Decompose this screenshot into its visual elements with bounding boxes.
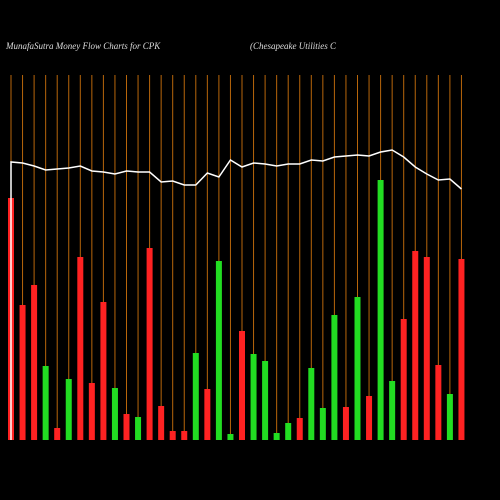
bar bbox=[181, 431, 188, 440]
bar bbox=[400, 319, 407, 440]
bar bbox=[123, 414, 130, 440]
bar bbox=[308, 368, 315, 440]
bar bbox=[412, 251, 419, 440]
bar bbox=[19, 305, 26, 440]
bar bbox=[262, 361, 269, 440]
bar bbox=[319, 408, 326, 440]
bar bbox=[458, 259, 465, 440]
bar bbox=[342, 407, 349, 440]
bar bbox=[88, 383, 95, 440]
bar bbox=[366, 396, 373, 440]
bar bbox=[354, 297, 361, 440]
bar bbox=[273, 433, 280, 440]
bar bbox=[111, 388, 118, 440]
bar bbox=[446, 394, 453, 440]
bar bbox=[65, 379, 72, 440]
bar bbox=[250, 354, 257, 440]
bar bbox=[435, 365, 442, 440]
bar bbox=[192, 353, 199, 440]
bar bbox=[135, 417, 142, 440]
bar bbox=[42, 366, 49, 440]
bar bbox=[31, 285, 38, 440]
bar bbox=[389, 381, 396, 440]
bar bbox=[204, 389, 211, 440]
bar bbox=[215, 261, 222, 440]
bar bbox=[100, 302, 107, 440]
bar bbox=[423, 257, 430, 440]
bar bbox=[377, 180, 384, 440]
bar bbox=[227, 434, 234, 440]
money-flow-line bbox=[10, 149, 462, 440]
bar bbox=[331, 315, 338, 440]
bar bbox=[169, 431, 176, 440]
chart-title: MunafaSutra Money Flow Charts for CPK bbox=[5, 41, 161, 51]
bar bbox=[146, 248, 153, 440]
bar bbox=[77, 257, 84, 440]
bar bbox=[285, 423, 292, 440]
bar bbox=[54, 428, 61, 440]
bar bbox=[239, 331, 245, 440]
bar bbox=[158, 406, 165, 440]
chart-subtitle: (Chesapeake Utilities C bbox=[250, 41, 337, 51]
bar bbox=[296, 418, 303, 440]
